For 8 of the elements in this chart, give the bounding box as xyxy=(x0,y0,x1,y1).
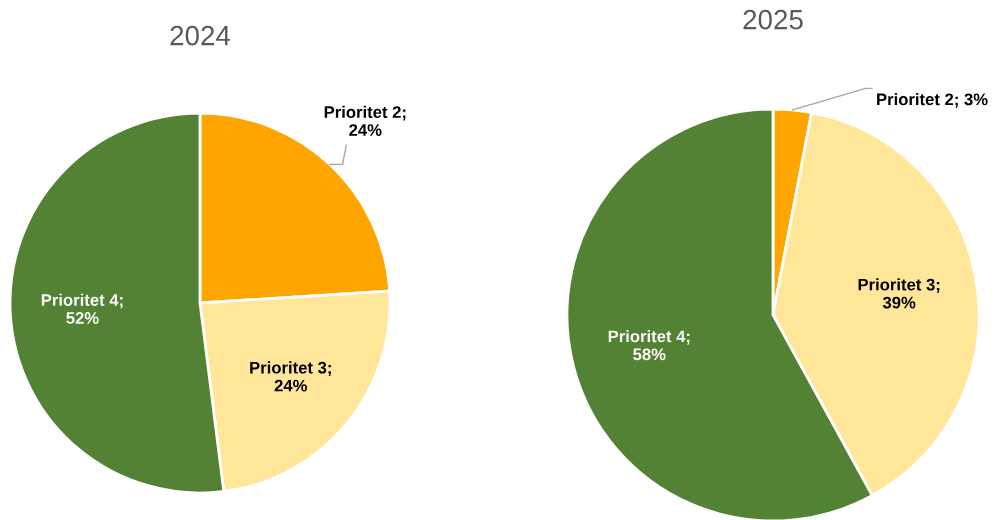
chart-title: 2025 xyxy=(743,9,803,30)
data-label: Prioritet 4; 52% xyxy=(41,293,123,324)
data-label: Prioritet 4; 58% xyxy=(608,330,690,361)
data-label: Prioritet 2; 3% xyxy=(877,92,988,108)
data-label: Prioritet 2; 24% xyxy=(324,105,406,136)
data-label: Prioritet 3; 39% xyxy=(858,278,940,309)
data-label: Prioritet 3; 24% xyxy=(250,361,331,392)
chart-title: 2024 xyxy=(170,25,231,46)
